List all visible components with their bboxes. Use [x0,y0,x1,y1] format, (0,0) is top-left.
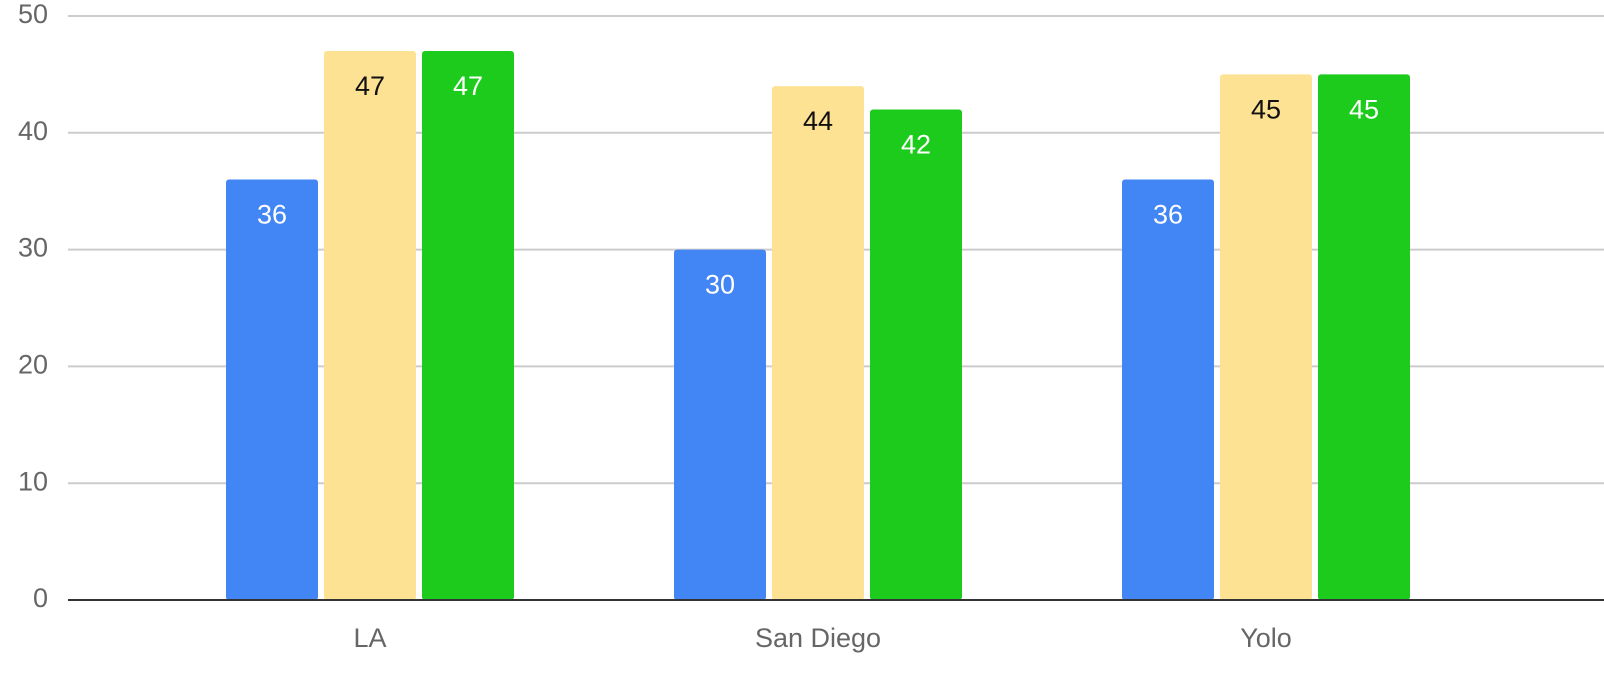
data-label: 45 [1349,95,1379,125]
y-tick-label: 30 [18,233,48,263]
y-tick-label: 50 [18,0,48,29]
bar [870,109,962,600]
bar [1318,74,1410,600]
data-label: 47 [453,71,483,101]
y-tick-label: 20 [18,350,48,380]
data-label: 47 [355,71,385,101]
data-label: 45 [1251,95,1281,125]
x-tick-label: San Diego [755,623,881,653]
data-label: 44 [803,106,833,136]
data-label: 36 [1153,200,1183,230]
bar [1122,179,1214,600]
bar [324,51,416,601]
x-tick-label: LA [353,623,386,653]
x-tick-label: Yolo [1240,623,1292,653]
bar [674,249,766,600]
y-tick-label: 0 [33,583,48,613]
data-label: 42 [901,130,931,160]
y-tick-label: 10 [18,466,48,496]
bar [422,51,514,601]
y-tick-label: 40 [18,116,48,146]
bar [1220,74,1312,600]
data-label: 36 [257,200,287,230]
data-label: 30 [705,270,735,300]
bar [772,86,864,600]
bar [226,179,318,600]
